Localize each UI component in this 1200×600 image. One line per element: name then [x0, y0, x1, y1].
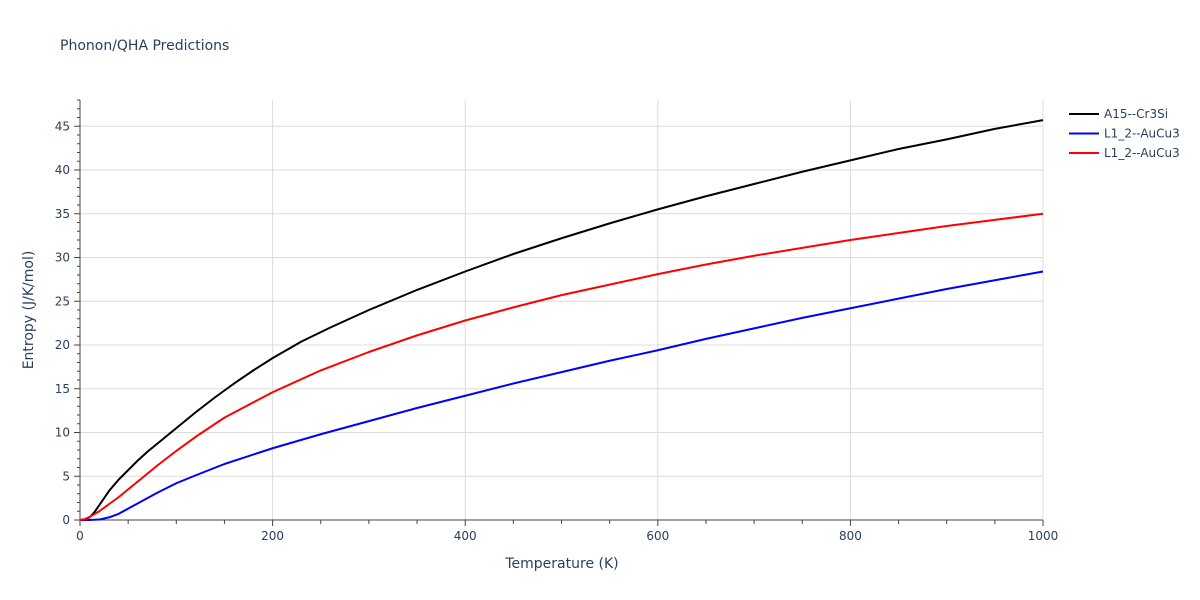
x-tick-label: 400 [454, 529, 477, 543]
chart-title: Phonon/QHA Predictions [60, 38, 229, 54]
plot-area [79, 119, 1044, 521]
x-tick-label: 1000 [1028, 529, 1059, 543]
y-tick-label: 25 [55, 294, 70, 308]
y-tick-label: 40 [55, 163, 70, 177]
legend-label: L1_2--AuCu3 [1104, 146, 1180, 160]
y-tick-label: 0 [62, 513, 70, 527]
axes [74, 99, 1044, 526]
x-tick-label: 800 [839, 529, 862, 543]
series-line-3 [79, 212, 1044, 521]
x-tick-label: 0 [76, 529, 84, 543]
series-line-2 [80, 270, 1044, 521]
x-tick-label: 200 [261, 529, 284, 543]
y-tick-label: 15 [55, 382, 70, 396]
y-tick-label: 20 [55, 338, 70, 352]
legend-item-3[interactable]: L1_2--AuCu3 [1069, 146, 1180, 160]
y-tick-label: 5 [62, 469, 70, 483]
legend[interactable]: A15--Cr3Si L1_2--AuCu3 L1_2--AuCu3 [1069, 107, 1180, 160]
y-tick-label: 10 [55, 426, 70, 440]
x-tick-label: 600 [646, 529, 669, 543]
legend-item-2[interactable]: L1_2--AuCu3 [1069, 127, 1180, 141]
legend-label: L1_2--AuCu3 [1104, 127, 1180, 141]
grid [80, 100, 1044, 520]
legend-item-1[interactable]: A15--Cr3Si [1069, 107, 1168, 121]
series-line-1 [79, 119, 1044, 521]
y-tick-label: 30 [55, 251, 70, 265]
tick-labels: 0 200 400 600 800 1000 0 5 10 15 20 25 30 35 40 45 [55, 119, 1059, 543]
y-tick-label: 35 [55, 207, 70, 221]
legend-label: A15--Cr3Si [1104, 107, 1168, 121]
y-tick-label: 45 [55, 119, 70, 133]
y-axis-title: Entropy (J/K/mol) [21, 251, 37, 370]
x-axis-title: Temperature (K) [504, 556, 618, 572]
